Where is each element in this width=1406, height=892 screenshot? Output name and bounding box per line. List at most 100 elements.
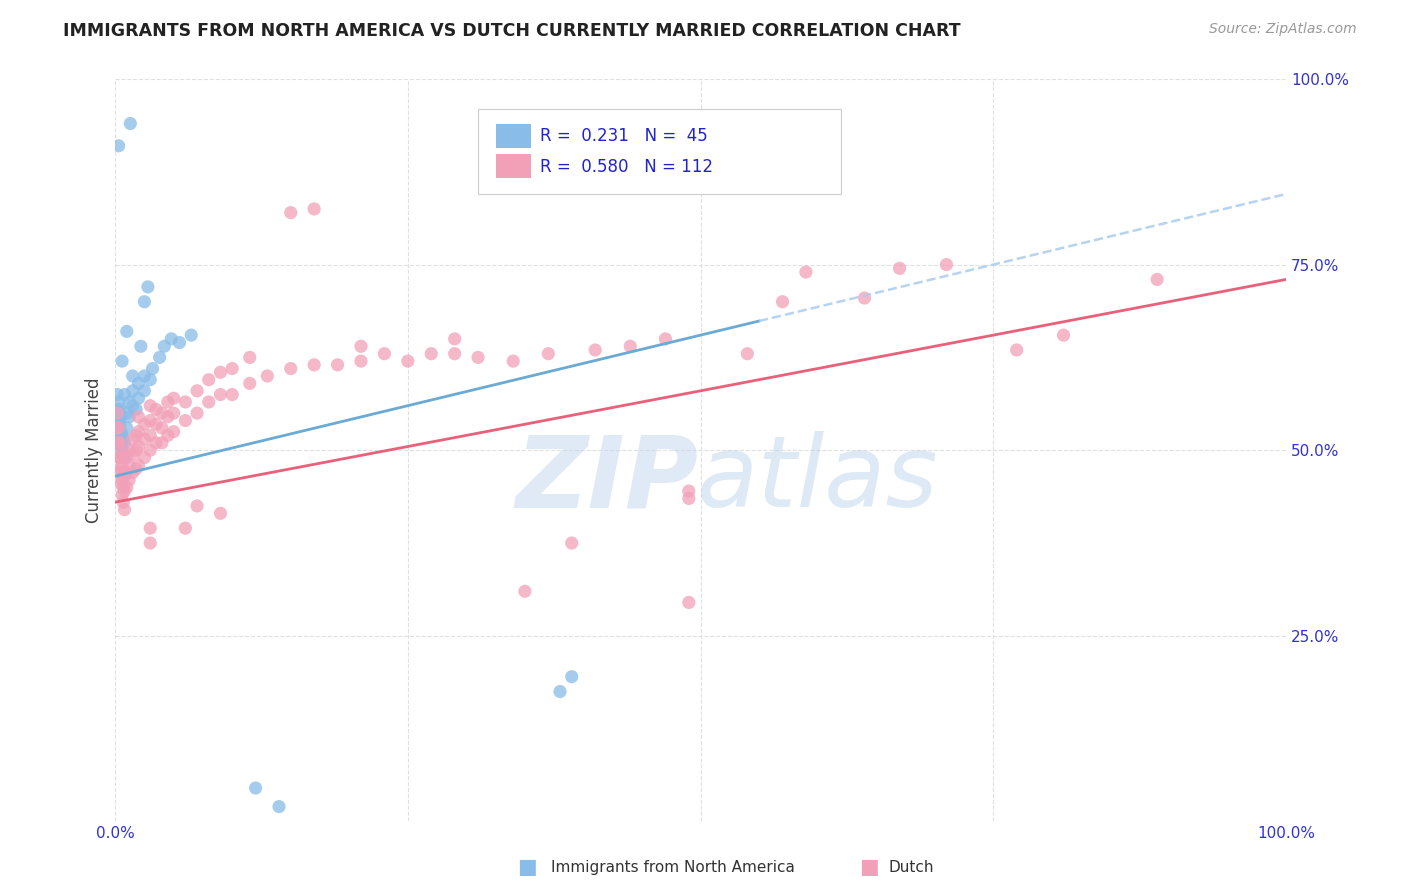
Point xyxy=(139,536,162,550)
Point xyxy=(118,473,141,487)
Point xyxy=(128,440,150,454)
Point xyxy=(112,480,135,494)
Point xyxy=(115,406,138,420)
Point xyxy=(129,339,152,353)
Point xyxy=(128,391,150,405)
Point xyxy=(156,395,179,409)
Point xyxy=(107,138,129,153)
Point xyxy=(163,406,186,420)
Text: ■: ■ xyxy=(517,857,537,877)
FancyBboxPatch shape xyxy=(478,109,841,194)
Point xyxy=(110,409,132,424)
Point xyxy=(156,428,179,442)
Point xyxy=(443,347,465,361)
Point xyxy=(889,261,911,276)
Point xyxy=(935,258,957,272)
Point xyxy=(110,476,132,491)
Y-axis label: Currently Married: Currently Married xyxy=(86,377,103,523)
Point xyxy=(180,328,202,343)
Point xyxy=(583,343,606,357)
Point xyxy=(114,387,136,401)
Point xyxy=(139,428,162,442)
Point xyxy=(121,432,143,446)
Point xyxy=(163,425,186,439)
Point xyxy=(139,521,162,535)
Point xyxy=(114,469,136,483)
Point xyxy=(396,354,419,368)
Point xyxy=(114,484,136,499)
FancyBboxPatch shape xyxy=(496,123,530,148)
Point xyxy=(156,409,179,424)
Point xyxy=(160,332,183,346)
Text: ■: ■ xyxy=(859,857,879,877)
Point xyxy=(111,354,134,368)
Text: Immigrants from North America: Immigrants from North America xyxy=(551,860,794,874)
Point xyxy=(107,409,129,424)
Point xyxy=(350,354,373,368)
Point xyxy=(107,402,129,417)
Point xyxy=(239,351,262,365)
Point xyxy=(125,402,148,417)
Point xyxy=(150,406,173,420)
Point xyxy=(112,432,135,446)
Point xyxy=(174,395,197,409)
Point xyxy=(145,402,167,417)
Point xyxy=(142,361,165,376)
Point xyxy=(221,361,243,376)
Point xyxy=(112,447,135,461)
Point xyxy=(134,417,156,432)
Point xyxy=(121,447,143,461)
Point xyxy=(737,347,759,361)
Point xyxy=(772,294,794,309)
Point xyxy=(134,432,156,446)
Text: R =  0.580   N = 112: R = 0.580 N = 112 xyxy=(540,158,713,176)
Point xyxy=(794,265,817,279)
Text: atlas: atlas xyxy=(697,432,938,528)
Point xyxy=(186,406,208,420)
Point xyxy=(125,462,148,476)
Point xyxy=(245,780,267,795)
Point xyxy=(145,435,167,450)
Point xyxy=(107,435,129,450)
Point xyxy=(280,205,302,219)
Point xyxy=(1005,343,1028,357)
Point xyxy=(118,458,141,472)
Point xyxy=(112,495,135,509)
Point xyxy=(128,458,150,472)
Point xyxy=(108,450,131,465)
Point xyxy=(107,417,129,432)
Point xyxy=(108,432,131,446)
Point xyxy=(115,325,138,339)
Point xyxy=(134,384,156,398)
Point xyxy=(239,376,262,391)
Point xyxy=(1146,272,1168,286)
Point xyxy=(548,684,571,698)
Point xyxy=(121,399,143,413)
Point xyxy=(136,280,159,294)
Text: R =  0.231   N =  45: R = 0.231 N = 45 xyxy=(540,128,707,145)
Point xyxy=(163,391,186,405)
Point xyxy=(853,291,876,305)
Point xyxy=(107,421,129,435)
Point xyxy=(121,466,143,480)
Point xyxy=(467,351,489,365)
Point xyxy=(107,387,129,401)
Point xyxy=(280,361,302,376)
Point xyxy=(678,491,700,506)
Point xyxy=(209,506,232,520)
Point xyxy=(209,387,232,401)
Point xyxy=(115,466,138,480)
Point xyxy=(420,347,443,361)
Point xyxy=(125,428,148,442)
Point xyxy=(108,466,131,480)
Point xyxy=(118,395,141,409)
Point xyxy=(110,440,132,454)
Point xyxy=(108,435,131,450)
Point xyxy=(197,373,219,387)
Text: Source: ZipAtlas.com: Source: ZipAtlas.com xyxy=(1209,22,1357,37)
Point xyxy=(107,425,129,439)
Point xyxy=(121,384,143,398)
Point xyxy=(169,335,191,350)
Point xyxy=(302,358,325,372)
Point xyxy=(128,425,150,439)
